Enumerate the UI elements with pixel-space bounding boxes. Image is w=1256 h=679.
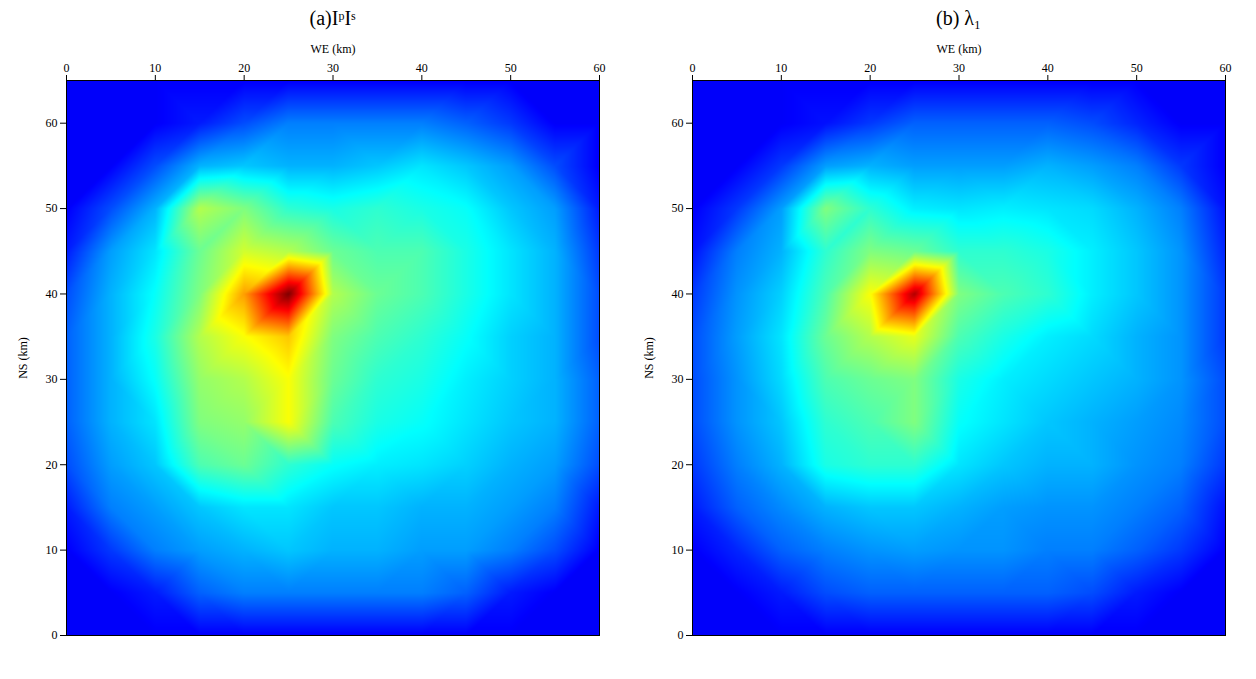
svg-text:20: 20 xyxy=(238,61,250,75)
svg-text:60: 60 xyxy=(1220,61,1232,75)
svg-text:20: 20 xyxy=(864,61,876,75)
svg-text:10: 10 xyxy=(775,61,787,75)
svg-text:30: 30 xyxy=(672,372,684,386)
svg-text:WE (km): WE (km) xyxy=(937,42,982,56)
svg-text:50: 50 xyxy=(46,201,58,215)
svg-text:0: 0 xyxy=(690,61,696,75)
html-text:(b) λ₁: (b) λ₁ xyxy=(936,7,981,29)
svg-text:60: 60 xyxy=(594,61,606,75)
svg-text:40: 40 xyxy=(672,287,684,301)
svg-text:30: 30 xyxy=(953,61,965,75)
svg-text:30: 30 xyxy=(327,61,339,75)
svg-text:0: 0 xyxy=(64,61,70,75)
svg-text:30: 30 xyxy=(46,372,58,386)
svg-text:40: 40 xyxy=(416,61,428,75)
svg-text:20: 20 xyxy=(672,458,684,472)
svg-text:50: 50 xyxy=(1131,61,1143,75)
svg-text:NS (km): NS (km) xyxy=(642,337,656,379)
svg-text:0: 0 xyxy=(52,628,58,642)
svg-text:60: 60 xyxy=(46,116,58,130)
svg-text:WE (km): WE (km) xyxy=(311,42,356,56)
html-text:(a)IᵖIˢ: (a)IᵖIˢ xyxy=(309,7,356,29)
svg-text:40: 40 xyxy=(1042,61,1054,75)
svg-text:20: 20 xyxy=(46,458,58,472)
svg-text:0: 0 xyxy=(678,628,684,642)
svg-text:50: 50 xyxy=(672,201,684,215)
svg-text:10: 10 xyxy=(46,543,58,557)
svg-text:10: 10 xyxy=(149,61,161,75)
svg-text:60: 60 xyxy=(672,116,684,130)
svg-text:10: 10 xyxy=(672,543,684,557)
svg-text:50: 50 xyxy=(505,61,517,75)
svg-text:NS (km): NS (km) xyxy=(16,337,30,379)
svg-text:40: 40 xyxy=(46,287,58,301)
